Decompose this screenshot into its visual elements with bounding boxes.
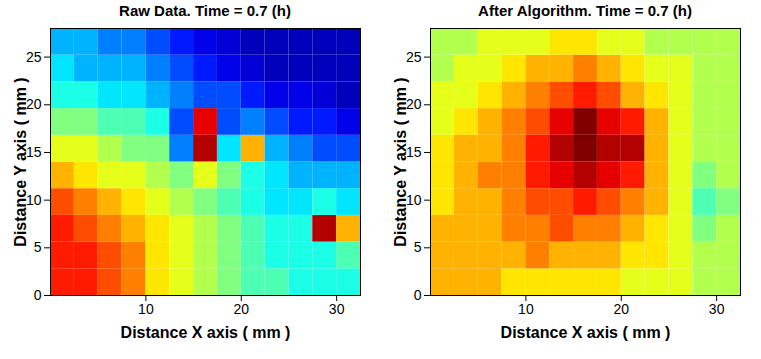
svg-text:20: 20 [405,96,422,113]
svg-text:10: 10 [405,191,422,208]
svg-text:20: 20 [25,96,42,113]
svg-text:5: 5 [414,239,422,255]
svg-text:5: 5 [34,239,42,255]
svg-text:30: 30 [329,301,345,317]
svg-text:20: 20 [613,301,629,317]
html-text:Raw Data. Time = 0.7 (h): Raw Data. Time = 0.7 (h) [119,2,291,19]
svg-text:Distance X axis ( mm ): Distance X axis ( mm ) [121,324,291,341]
html-text:After Algorithm. Time = 0.7 (h: After Algorithm. Time = 0.7 (h) [478,2,692,19]
svg-text:0: 0 [414,287,422,303]
svg-text:15: 15 [25,143,42,160]
svg-text:10: 10 [138,301,154,317]
svg-text:25: 25 [406,49,422,65]
svg-text:20: 20 [233,301,249,317]
svg-text:0: 0 [34,287,42,303]
svg-text:15: 15 [405,143,422,160]
svg-text:10: 10 [518,301,534,317]
svg-text:Distance Y axis ( mm ): Distance Y axis ( mm ) [12,77,29,246]
svg-text:30: 30 [709,301,725,317]
svg-text:Distance X axis ( mm ): Distance X axis ( mm ) [501,324,671,341]
svg-text:Distance Y axis ( mm ): Distance Y axis ( mm ) [392,77,409,246]
svg-text:25: 25 [26,49,42,65]
svg-text:10: 10 [25,191,42,208]
